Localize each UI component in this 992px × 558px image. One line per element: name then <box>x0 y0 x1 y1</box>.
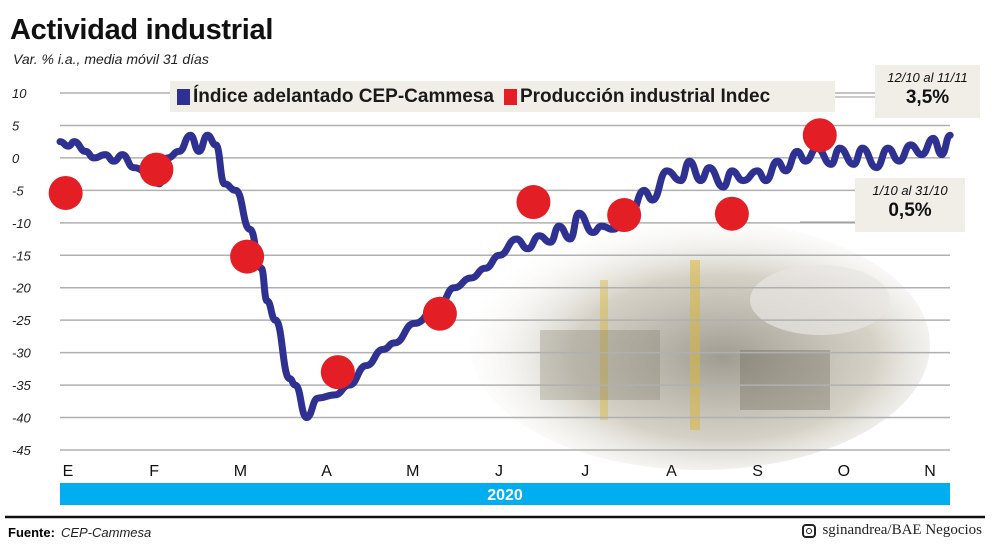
legend-swatch-indec <box>503 88 517 105</box>
indec-dot-F <box>139 152 174 187</box>
x-tick-label: A <box>666 463 677 480</box>
indec-dot-A <box>320 355 355 390</box>
x-tick-label: O <box>838 463 850 480</box>
x-tick-label: E <box>63 463 74 480</box>
factory-photo-background <box>470 220 930 470</box>
chart-subtitle: Var. % i.a., media móvil 31 días <box>13 51 209 67</box>
y-tick-label: -15 <box>12 248 32 263</box>
annotation-period: 1/10 al 31/10 <box>872 183 948 198</box>
source-value: CEP-Cammesa <box>60 525 152 540</box>
instagram-icon <box>802 523 817 538</box>
annotation-period: 12/10 al 11/11 <box>887 70 968 85</box>
y-tick-label: -5 <box>12 183 24 198</box>
annotation-october: 1/10 al 31/10 0,5% <box>855 178 965 232</box>
year-label: 2020 <box>487 487 523 504</box>
x-tick-label: J <box>581 463 589 480</box>
indec-dot-E <box>48 175 83 210</box>
source-label: Fuente: <box>8 525 55 540</box>
indec-dot-S <box>802 118 837 153</box>
chart-title: Actividad industrial <box>10 14 274 46</box>
x-tick-label: N <box>924 463 936 480</box>
x-tick-label: M <box>406 463 419 480</box>
x-tick-label: S <box>752 463 763 480</box>
y-tick-label: -30 <box>12 346 32 361</box>
indec-dot-A <box>714 196 749 231</box>
x-tick-label: A <box>321 463 332 480</box>
annotation-latest: 12/10 al 11/11 3,5% <box>875 65 980 118</box>
annotation-value: 3,5% <box>905 87 950 108</box>
credit-text: sginandrea/BAE Negocios <box>822 522 982 538</box>
y-tick-label: -45 <box>12 443 32 458</box>
y-tick-label: -25 <box>12 313 32 328</box>
y-tick-label: -20 <box>12 281 32 296</box>
x-tick-label: M <box>234 463 247 480</box>
legend-swatch-cep <box>177 88 190 105</box>
indec-dot-J <box>607 198 642 233</box>
annotation-value: 0,5% <box>888 200 932 221</box>
indec-dot-J <box>516 185 551 220</box>
legend-label-indec: Producción industrial Indec <box>519 85 771 107</box>
y-tick-label: 5 <box>12 118 20 133</box>
footer-credit: sginandrea/BAE Negocios <box>802 522 982 539</box>
y-tick-label: -35 <box>12 378 32 393</box>
indec-dot-M <box>230 239 265 274</box>
series-line-cep-cammesa <box>56 131 954 422</box>
year-bar <box>60 483 950 505</box>
x-tick-label: F <box>149 463 159 480</box>
x-tick-label: J <box>495 463 503 480</box>
legend-label-cep: Índice adelantado CEP-Cammesa <box>193 85 494 107</box>
y-tick-label: 10 <box>12 86 27 101</box>
footer-source: Fuente: CEP-Cammesa <box>8 525 151 540</box>
y-tick-label: -10 <box>12 216 32 231</box>
indec-dot-M <box>422 296 457 331</box>
legend: Índice adelantado CEP-Cammesa Producción… <box>170 81 835 112</box>
y-tick-label: 0 <box>12 151 20 166</box>
y-tick-label: -40 <box>12 411 32 426</box>
